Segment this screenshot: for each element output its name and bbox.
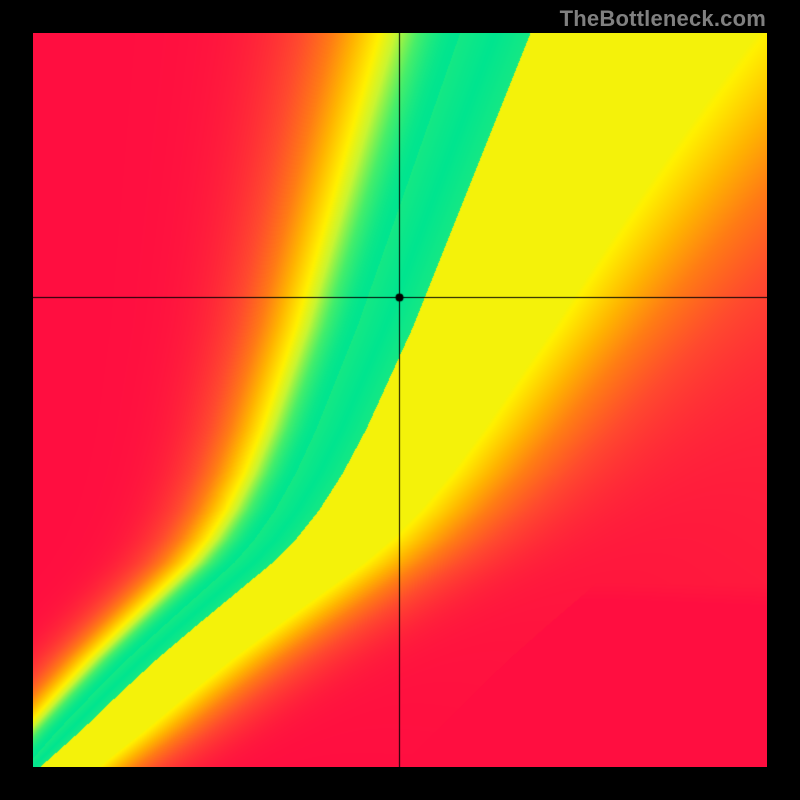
chart-container: TheBottleneck.com — [0, 0, 800, 800]
watermark-text: TheBottleneck.com — [560, 6, 766, 32]
bottleneck-heatmap — [33, 33, 767, 767]
